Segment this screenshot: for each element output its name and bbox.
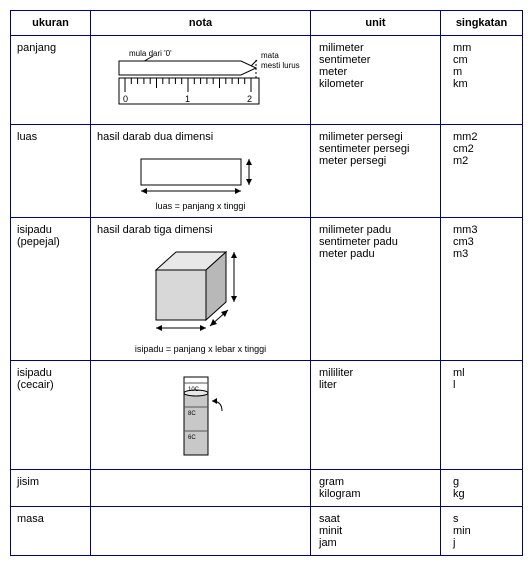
abbr-item: l — [453, 379, 516, 391]
nota-cell: mula dari '0' mata mesti lurus 0 1 2 — [91, 36, 311, 125]
unit-item: milimeter padu — [319, 224, 434, 236]
header-ukuran: ukuran — [11, 11, 91, 36]
cube-icon — [126, 240, 276, 340]
abbr-item: m3 — [453, 248, 516, 260]
unit-item: minit — [319, 525, 434, 537]
svg-text:mata: mata — [261, 51, 279, 60]
table-row: jisimgramkilogramgkg — [11, 470, 523, 507]
abbr-item: m2 — [453, 155, 516, 167]
abbr-cell: sminj — [441, 507, 523, 556]
abbr-item: g — [453, 476, 516, 488]
unit-cell: milimetersentimetermeterkilometer — [311, 36, 441, 125]
cylinder-icon: 10C 8C 6C — [156, 371, 246, 461]
abbr-item: kg — [453, 488, 516, 500]
table-row: panjang mula dari '0' mata mesti lurus 0… — [11, 36, 523, 125]
ruler-icon: mula dari '0' mata mesti lurus 0 1 2 — [101, 46, 301, 116]
svg-text:mesti lurus: mesti lurus — [261, 61, 300, 70]
ukuran-cell: jisim — [11, 470, 91, 507]
ukuran-cell: luas — [11, 125, 91, 218]
unit-item: sentimeter persegi — [319, 143, 434, 155]
unit-item: sentimeter — [319, 54, 434, 66]
svg-text:0: 0 — [123, 94, 128, 104]
header-nota: nota — [91, 11, 311, 36]
header-singkatan: singkatan — [441, 11, 523, 36]
unit-cell: milimeter persegisentimeter persegimeter… — [311, 125, 441, 218]
unit-item: kilogram — [319, 488, 434, 500]
unit-item: saat — [319, 513, 434, 525]
nota-caption: luas = panjang x tinggi — [97, 201, 304, 211]
nota-caption: isipadu = panjang x lebar x tinggi — [97, 344, 304, 354]
abbr-item: m — [453, 66, 516, 78]
svg-text:1: 1 — [185, 94, 190, 104]
unit-item: mililiter — [319, 367, 434, 379]
abbr-item: km — [453, 78, 516, 90]
abbr-item: j — [453, 537, 516, 549]
measurement-table: ukuran nota unit singkatan panjang mula … — [10, 10, 523, 556]
unit-item: kilometer — [319, 78, 434, 90]
unit-item: milimeter persegi — [319, 131, 434, 143]
table-row: isipadu(pepejal)hasil darab tiga dimensi… — [11, 218, 523, 361]
table-row: luashasil darab dua dimensi luas = panja… — [11, 125, 523, 218]
unit-item: meter — [319, 66, 434, 78]
nota-cell: hasil darab tiga dimensi isipadu = panja… — [91, 218, 311, 361]
abbr-cell: gkg — [441, 470, 523, 507]
ukuran-cell: panjang — [11, 36, 91, 125]
svg-text:8C: 8C — [188, 411, 196, 417]
abbr-item: mm3 — [453, 224, 516, 236]
svg-text:6C: 6C — [188, 435, 196, 441]
abbr-item: mm — [453, 42, 516, 54]
svg-text:mula dari '0': mula dari '0' — [129, 49, 172, 58]
nota-text: hasil darab dua dimensi — [97, 131, 304, 143]
nota-cell — [91, 470, 311, 507]
unit-item: meter padu — [319, 248, 434, 260]
abbr-item: cm3 — [453, 236, 516, 248]
abbr-cell: mmcmmkm — [441, 36, 523, 125]
ukuran-cell: masa — [11, 507, 91, 556]
abbr-item: ml — [453, 367, 516, 379]
unit-item: gram — [319, 476, 434, 488]
nota-cell: hasil darab dua dimensi luas = panjang x… — [91, 125, 311, 218]
table-row: isipadu(cecair) 10C 8C 6C mililiterliter… — [11, 361, 523, 470]
abbr-cell: mll — [441, 361, 523, 470]
abbr-cell: mm3cm3m3 — [441, 218, 523, 361]
unit-item: meter persegi — [319, 155, 434, 167]
unit-cell: saatminitjam — [311, 507, 441, 556]
nota-cell: 10C 8C 6C — [91, 361, 311, 470]
abbr-item: s — [453, 513, 516, 525]
unit-item: milimeter — [319, 42, 434, 54]
rectangle-icon — [121, 147, 281, 197]
unit-cell: mililiterliter — [311, 361, 441, 470]
abbr-item: cm2 — [453, 143, 516, 155]
abbr-item: cm — [453, 54, 516, 66]
header-unit: unit — [311, 11, 441, 36]
unit-item: sentimeter padu — [319, 236, 434, 248]
unit-cell: gramkilogram — [311, 470, 441, 507]
abbr-cell: mm2cm2m2 — [441, 125, 523, 218]
unit-item: jam — [319, 537, 434, 549]
nota-text: hasil darab tiga dimensi — [97, 224, 304, 236]
svg-text:2: 2 — [247, 94, 252, 104]
abbr-item: min — [453, 525, 516, 537]
table-row: masasaatminitjamsminj — [11, 507, 523, 556]
ukuran-cell: isipadu(pepejal) — [11, 218, 91, 361]
nota-cell — [91, 507, 311, 556]
unit-item: liter — [319, 379, 434, 391]
ukuran-cell: isipadu(cecair) — [11, 361, 91, 470]
abbr-item: mm2 — [453, 131, 516, 143]
svg-text:10C: 10C — [188, 387, 200, 393]
unit-cell: milimeter padusentimeter padumeter padu — [311, 218, 441, 361]
